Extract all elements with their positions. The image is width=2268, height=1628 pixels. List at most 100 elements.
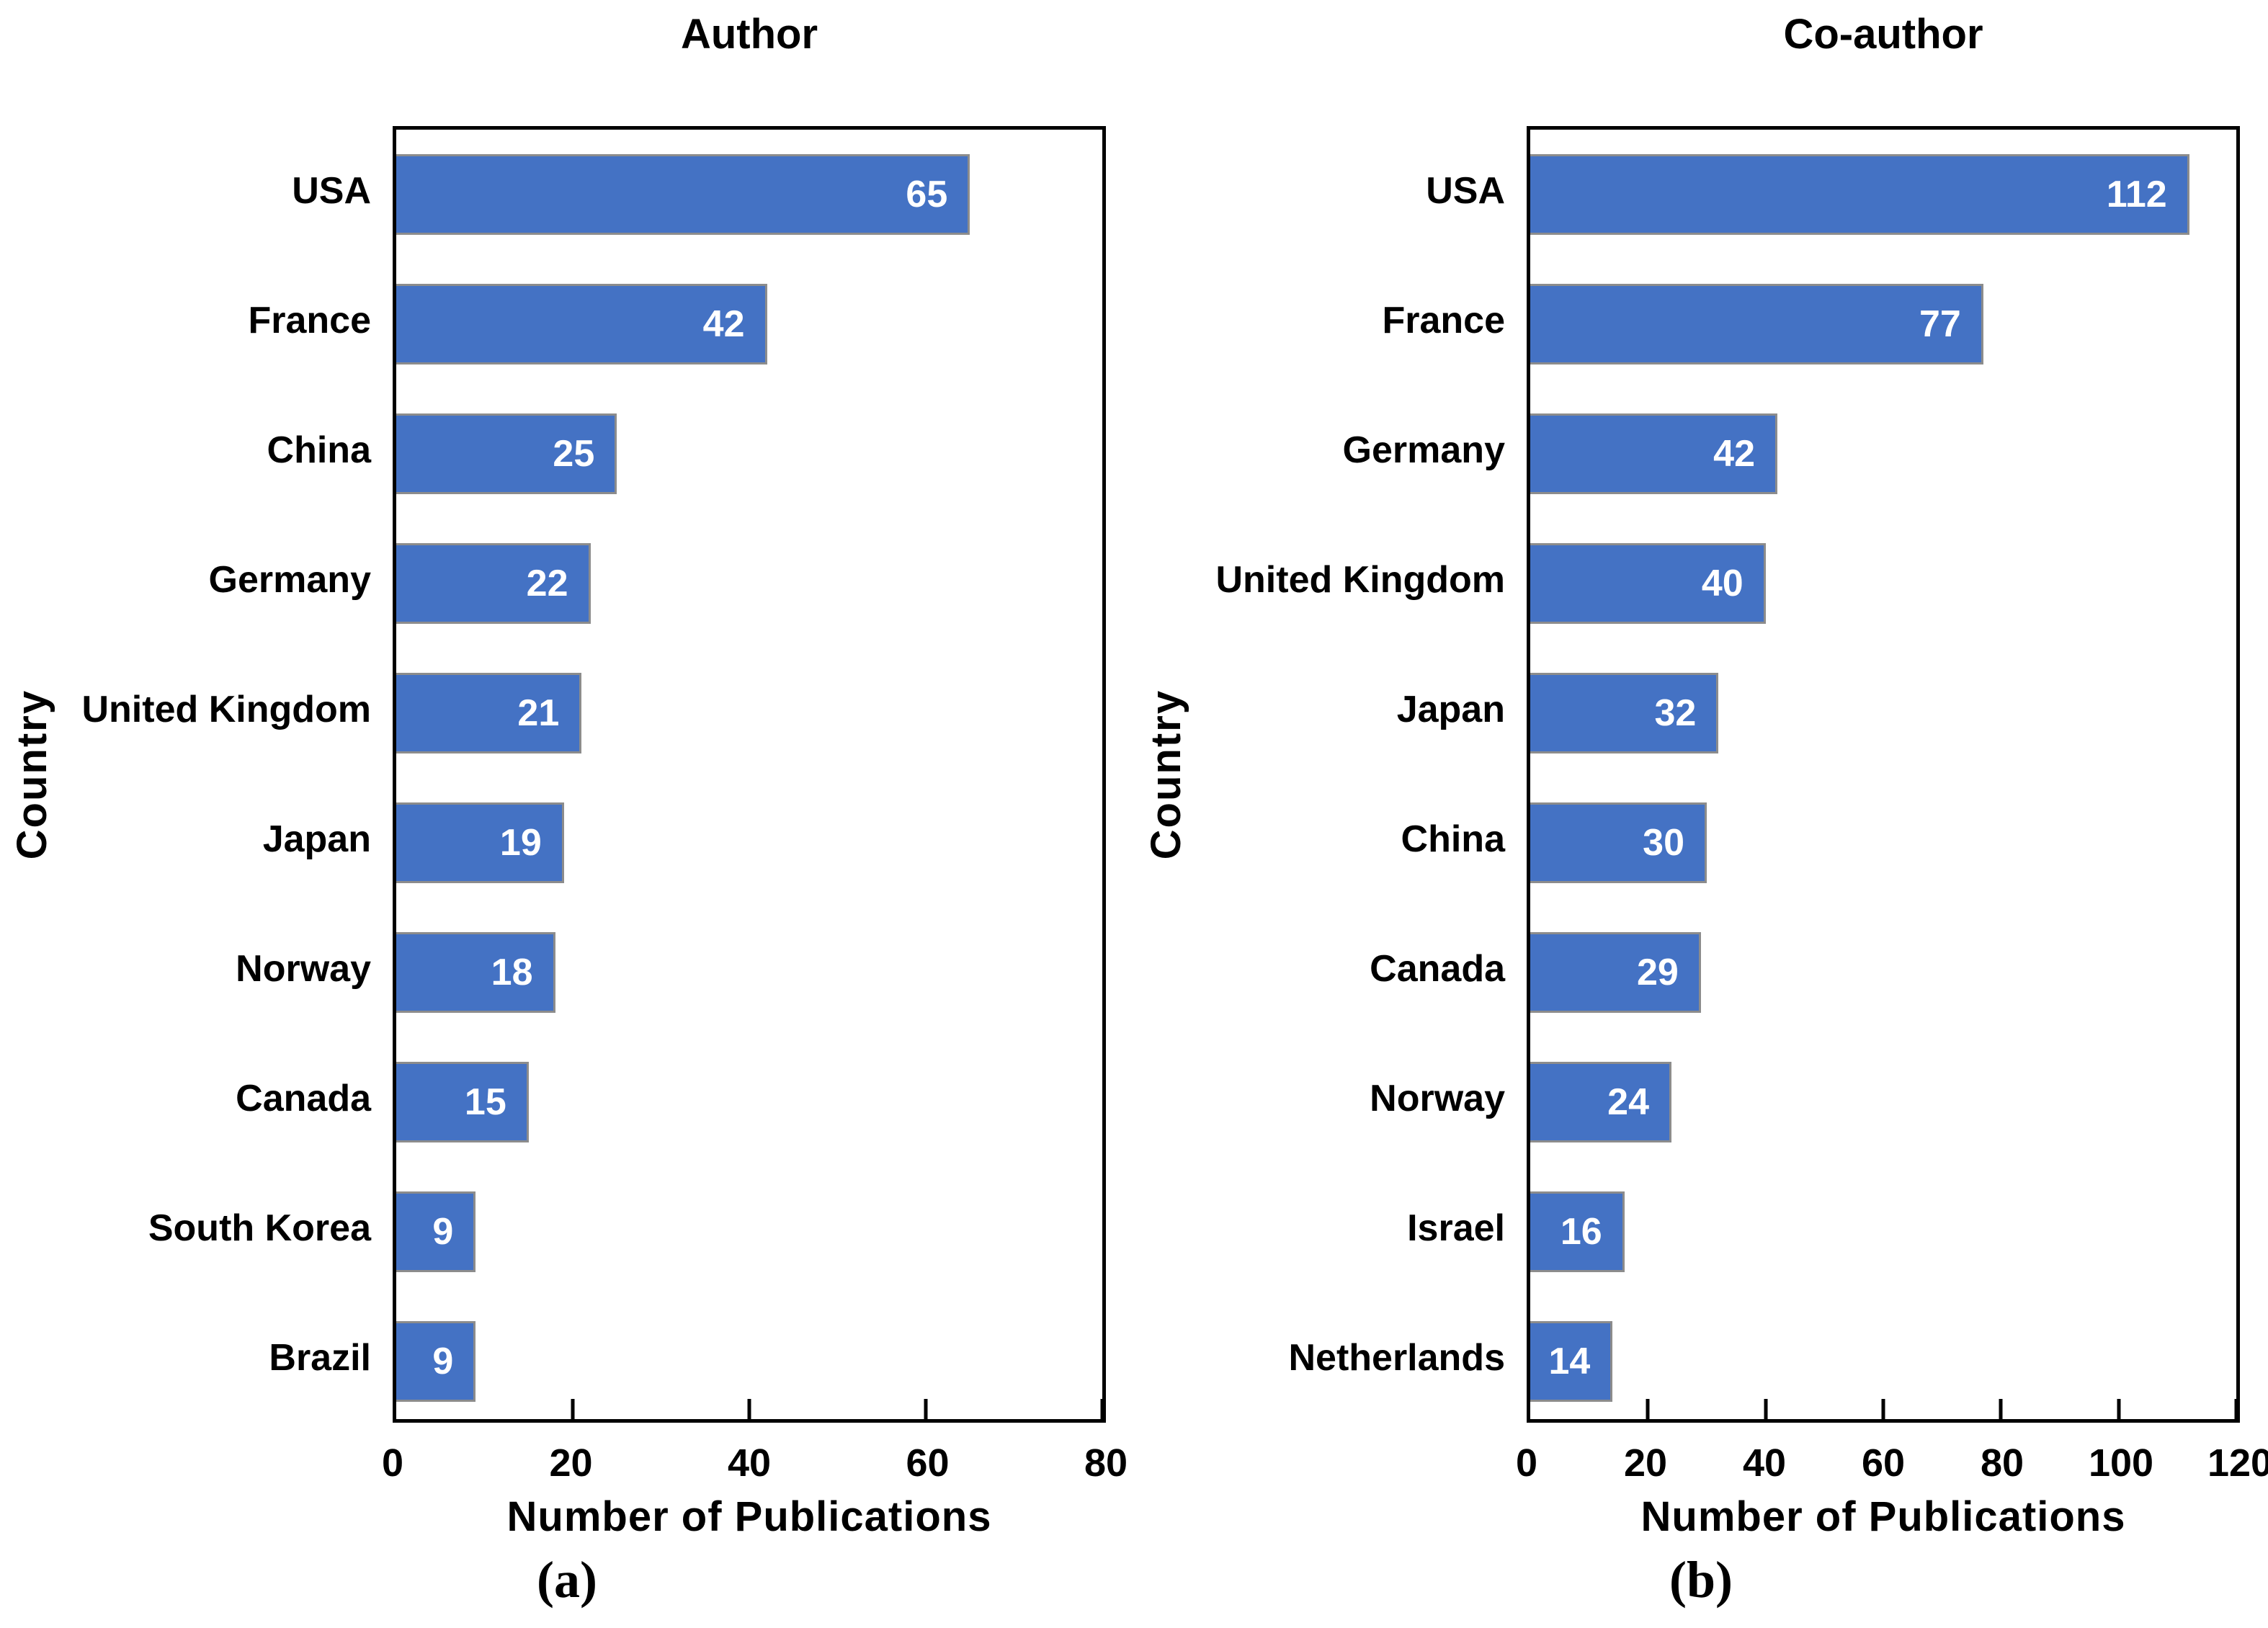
bar-canada: 15 — [396, 1062, 529, 1142]
category-label-germany: Germany — [1342, 429, 1505, 471]
bar-value: 32 — [1654, 692, 1697, 734]
bar-value: 9 — [432, 1341, 454, 1382]
bar-value: 40 — [1701, 563, 1744, 604]
bar-canada: 29 — [1530, 932, 1701, 1013]
category-label-france: France — [248, 300, 371, 341]
category-label-usa: USA — [292, 170, 371, 212]
panel-author: Author Country USA France China Germany Unit… — [3, 11, 1128, 1609]
category-label-israel: Israel — [1407, 1207, 1505, 1249]
bar-germany: 22 — [396, 543, 591, 624]
bar-value: 18 — [491, 952, 533, 993]
category-label-china: China — [267, 429, 371, 471]
bar-value: 16 — [1560, 1211, 1602, 1253]
y-axis-title-coauthor: Country — [1137, 126, 1195, 1423]
bar-united-kingdom: 40 — [1530, 543, 1766, 624]
x-tick-mark — [2234, 1399, 2238, 1419]
category-label-norway: Norway — [236, 948, 371, 990]
category-label-france: France — [1382, 300, 1505, 341]
caption-a: (a) — [537, 1551, 597, 1609]
x-tick-label: 0 — [1515, 1441, 1538, 1485]
bar-value: 21 — [517, 692, 560, 734]
x-tick-mark — [1881, 1399, 1885, 1419]
bar-value: 24 — [1607, 1081, 1649, 1123]
bar-japan: 19 — [396, 802, 564, 883]
bar-china: 30 — [1530, 802, 1707, 883]
x-axis-title-author: Number of Publications — [506, 1493, 992, 1540]
bar-value: 42 — [1713, 433, 1755, 475]
x-tick-label: 20 — [1623, 1441, 1668, 1485]
bar-value: 14 — [1548, 1341, 1591, 1382]
bar-value: 19 — [499, 822, 542, 864]
bar-value: 22 — [526, 563, 568, 604]
bar-norway: 18 — [396, 932, 555, 1013]
category-label-brazil: Brazil — [269, 1337, 371, 1379]
bar-value: 112 — [2106, 174, 2167, 215]
category-label-japan: Japan — [262, 818, 371, 860]
category-label-netherlands: Netherlands — [1288, 1337, 1505, 1379]
x-tick-mark — [747, 1399, 751, 1419]
category-label-canada: Canada — [236, 1078, 371, 1119]
y-axis-title-text: Country — [1142, 689, 1189, 860]
bar-value: 42 — [702, 303, 745, 345]
x-tick-label: 0 — [381, 1441, 404, 1485]
bar-brazil: 9 — [396, 1321, 476, 1402]
bar-value: 65 — [906, 174, 948, 215]
x-tick-label: 20 — [549, 1441, 593, 1485]
x-tick-label: 80 — [1084, 1441, 1128, 1485]
category-labels-coauthor: USA France Germany United Kingdom Japan China… — [1192, 126, 1505, 1423]
bar-value: 29 — [1636, 952, 1679, 993]
bar-value: 30 — [1643, 822, 1684, 864]
bar-norway: 24 — [1530, 1062, 1671, 1142]
x-tick-label: 60 — [1861, 1441, 1906, 1485]
bar-germany: 42 — [1530, 413, 1777, 494]
x-tick-mark — [571, 1399, 575, 1419]
bar-israel: 16 — [1530, 1191, 1625, 1272]
category-label-usa: USA — [1426, 170, 1505, 212]
y-axis-title-text: Country — [8, 689, 55, 860]
category-label-canada: Canada — [1370, 948, 1505, 990]
category-label-china: China — [1401, 818, 1505, 860]
category-label-south-korea: South Korea — [148, 1207, 371, 1249]
plot-area-coauthor: 112 77 42 40 32 30 29 24 16 14 — [1527, 126, 2240, 1423]
category-label-japan: Japan — [1396, 689, 1505, 730]
x-tick-label: 40 — [727, 1441, 772, 1485]
x-tick-mark — [1646, 1399, 1650, 1419]
bar-value: 15 — [464, 1081, 506, 1123]
chart-title-author: Author — [680, 11, 818, 58]
bar-united-kingdom: 21 — [396, 673, 582, 753]
category-label-united-kingdom: United Kingdom — [81, 689, 371, 730]
x-tick-mark — [2117, 1399, 2121, 1419]
bar-value: 77 — [1919, 303, 1961, 345]
panel-coauthor: Co-author Country USA France Germany United… — [1134, 0, 2268, 1628]
bar-france: 42 — [396, 284, 767, 364]
chart-title-coauthor: Co-author — [1783, 11, 1983, 58]
x-tick-mark — [1764, 1399, 1768, 1419]
x-tick-mark — [924, 1399, 928, 1419]
category-label-germany: Germany — [208, 559, 371, 601]
bar-value: 9 — [432, 1211, 454, 1253]
x-tick-label: 40 — [1742, 1441, 1787, 1485]
category-label-united-kingdom: United Kingdom — [1215, 559, 1505, 601]
x-axis-tick-labels-coauthor: 0 20 40 60 80 100 120 — [1516, 1441, 2268, 1488]
bar-japan: 32 — [1530, 673, 1719, 753]
bar-netherlands: 14 — [1530, 1321, 1613, 1402]
bar-usa: 112 — [1530, 154, 2189, 235]
caption-b: (b) — [1669, 1551, 1733, 1609]
bar-france: 77 — [1530, 284, 1983, 364]
category-labels-author: USA France China Germany United Kingdom Japan… — [58, 126, 371, 1423]
x-tick-label: 80 — [1980, 1441, 2024, 1485]
x-tick-mark — [1999, 1399, 2003, 1419]
category-label-norway: Norway — [1370, 1078, 1505, 1119]
bar-south-korea: 9 — [396, 1191, 476, 1272]
x-axis-tick-labels-author: 0 20 40 60 80 — [382, 1441, 1128, 1488]
x-tick-mark — [1100, 1399, 1104, 1419]
bar-value: 25 — [553, 433, 595, 475]
plot-area-author: 65 42 25 22 21 19 18 15 9 9 — [393, 126, 1106, 1423]
bar-usa: 65 — [396, 154, 970, 235]
x-tick-label: 120 — [2207, 1441, 2268, 1485]
x-tick-label: 100 — [2088, 1441, 2154, 1485]
x-tick-label: 60 — [906, 1441, 950, 1485]
bar-china: 25 — [396, 413, 617, 494]
y-axis-title-author: Country — [3, 126, 61, 1423]
